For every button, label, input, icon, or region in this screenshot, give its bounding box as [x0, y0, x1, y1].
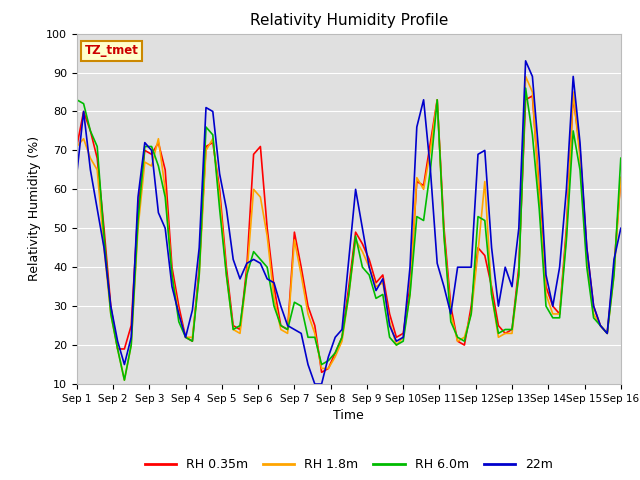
RH 0.35m — [420, 182, 428, 188]
RH 1.8m — [522, 73, 529, 79]
X-axis label: Time: Time — [333, 409, 364, 422]
RH 1.8m — [556, 311, 563, 317]
22m — [522, 58, 529, 64]
22m — [529, 73, 536, 79]
22m — [73, 171, 81, 177]
RH 6.0m — [529, 132, 536, 138]
RH 6.0m — [556, 315, 563, 321]
RH 6.0m — [379, 291, 387, 297]
Line: RH 1.8m: RH 1.8m — [77, 76, 621, 380]
RH 1.8m — [529, 89, 536, 95]
RH 6.0m — [73, 97, 81, 103]
RH 1.8m — [420, 186, 428, 192]
Legend: RH 0.35m, RH 1.8m, RH 6.0m, 22m: RH 0.35m, RH 1.8m, RH 6.0m, 22m — [140, 453, 558, 476]
RH 1.8m — [379, 280, 387, 286]
RH 0.35m — [317, 370, 325, 375]
22m — [420, 97, 428, 103]
RH 0.35m — [617, 175, 625, 180]
RH 0.35m — [522, 97, 529, 103]
RH 0.35m — [529, 93, 536, 99]
RH 0.35m — [576, 147, 584, 153]
Title: Relativity Humidity Profile: Relativity Humidity Profile — [250, 13, 448, 28]
RH 6.0m — [617, 156, 625, 161]
22m — [576, 140, 584, 145]
RH 6.0m — [120, 377, 128, 383]
RH 0.35m — [481, 252, 489, 258]
RH 6.0m — [420, 217, 428, 223]
22m — [311, 381, 319, 387]
RH 1.8m — [73, 144, 81, 149]
22m — [481, 147, 489, 153]
RH 6.0m — [481, 217, 489, 223]
RH 0.35m — [73, 144, 81, 149]
RH 1.8m — [617, 175, 625, 180]
22m — [379, 276, 387, 282]
RH 1.8m — [576, 156, 584, 161]
Line: 22m: 22m — [77, 61, 621, 384]
Line: RH 0.35m: RH 0.35m — [77, 96, 621, 372]
Text: TZ_tmet: TZ_tmet — [85, 44, 139, 57]
RH 1.8m — [120, 377, 128, 383]
22m — [556, 264, 563, 270]
Line: RH 6.0m: RH 6.0m — [77, 88, 621, 380]
RH 0.35m — [379, 272, 387, 278]
RH 6.0m — [522, 85, 529, 91]
RH 6.0m — [576, 167, 584, 173]
RH 0.35m — [556, 311, 563, 317]
Y-axis label: Relativity Humidity (%): Relativity Humidity (%) — [28, 136, 40, 281]
RH 1.8m — [481, 179, 489, 184]
22m — [617, 226, 625, 231]
